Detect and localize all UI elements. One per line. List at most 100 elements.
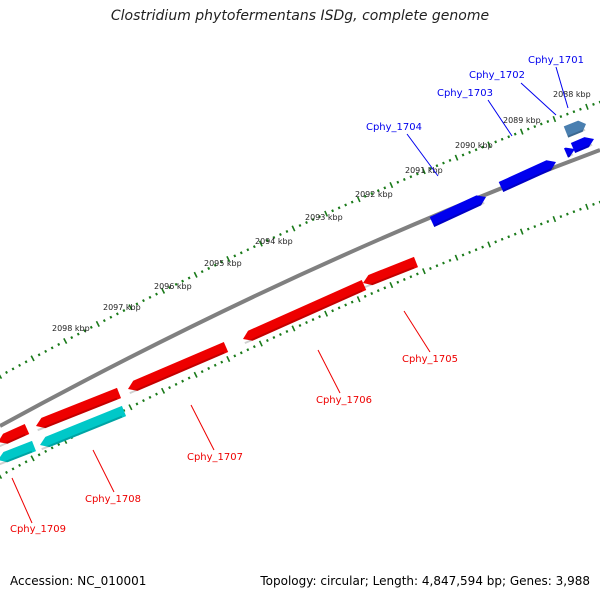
outer-ring-minor-tick xyxy=(5,370,8,374)
outer-ring-minor-tick xyxy=(311,218,315,222)
outer-ring-minor-tick xyxy=(396,180,400,184)
inner-ring-major-tick xyxy=(487,241,491,248)
inner-ring-minor-tick xyxy=(546,220,550,224)
leader-line-cphy-1708 xyxy=(92,449,115,493)
outer-ring-major-tick xyxy=(0,374,3,380)
outer-ring-minor-tick xyxy=(539,122,543,126)
ruler-label: 2094 kbp xyxy=(255,237,293,246)
inner-ring-minor-tick xyxy=(142,399,145,403)
outer-ring-minor-tick xyxy=(285,229,289,233)
outer-ring-minor-tick xyxy=(566,112,569,116)
inner-ring-minor-tick xyxy=(311,318,315,322)
outer-ring-minor-tick xyxy=(272,236,276,240)
inner-ring-minor-tick xyxy=(11,467,15,471)
outer-ring-major-tick xyxy=(356,196,361,203)
outer-ring-minor-tick xyxy=(200,270,204,274)
outer-ring-minor-tick xyxy=(481,145,484,149)
inner-ring-minor-tick xyxy=(370,292,374,296)
inner-ring-minor-tick xyxy=(233,354,237,358)
genome-backbone xyxy=(0,148,600,428)
inner-ring-minor-tick xyxy=(265,339,269,343)
outer-ring-minor-tick xyxy=(83,329,87,333)
inner-ring-minor-tick xyxy=(344,303,348,307)
outer-ring-minor-tick xyxy=(448,158,452,162)
gene-label-cphy-1706: Cphy_1706 xyxy=(316,395,372,406)
outer-ring-minor-tick xyxy=(279,232,282,237)
outer-ring-minor-tick xyxy=(187,276,191,280)
inner-ring-major-tick xyxy=(291,325,296,332)
outer-ring-minor-tick xyxy=(376,189,380,193)
ruler-label: 2090 kbp xyxy=(455,141,493,150)
outer-ring-minor-tick xyxy=(500,137,504,141)
leader-line-cphy-1707 xyxy=(190,404,215,451)
outer-ring-minor-tick xyxy=(298,223,302,228)
inner-ring-major-tick xyxy=(30,455,35,462)
inner-ring-minor-tick xyxy=(376,289,380,293)
inner-ring-minor-tick xyxy=(18,463,22,467)
gene-cphy-1705 xyxy=(363,256,419,289)
leader-line-cphy-1702 xyxy=(520,82,557,116)
inner-ring-minor-tick xyxy=(272,336,276,340)
inner-ring-minor-tick xyxy=(168,386,171,390)
inner-ring-minor-tick xyxy=(174,382,178,386)
ruler-label: 2092 kbp xyxy=(355,190,393,199)
outer-ring-minor-tick xyxy=(579,107,582,111)
inner-ring-minor-tick xyxy=(533,225,537,229)
inner-ring-major-tick xyxy=(128,404,133,411)
outer-ring-minor-tick xyxy=(11,367,15,371)
outer-ring-minor-tick xyxy=(155,292,158,296)
outer-ring-minor-tick xyxy=(76,332,80,336)
outer-ring-minor-tick xyxy=(102,319,106,323)
inner-ring-minor-tick xyxy=(474,248,478,252)
inner-ring-minor-tick xyxy=(187,376,191,380)
inner-ring-major-tick xyxy=(422,268,426,275)
inner-ring-minor-tick xyxy=(5,470,8,474)
inner-ring-minor-tick xyxy=(44,449,48,453)
outer-ring-minor-tick xyxy=(526,127,530,131)
gene-cphy-1703 xyxy=(498,160,557,193)
gene-label-cphy-1703: Cphy_1703 xyxy=(437,88,493,99)
outer-ring-minor-tick xyxy=(461,153,465,157)
outer-ring-major-tick xyxy=(291,225,296,232)
outer-ring-minor-tick xyxy=(468,150,471,154)
inner-ring-minor-tick xyxy=(494,240,498,244)
leader-line-cphy-1703 xyxy=(487,99,513,137)
inner-ring-minor-tick xyxy=(122,409,126,413)
ruler-label: 2093 kbp xyxy=(305,213,343,222)
outer-ring-minor-tick xyxy=(89,325,93,329)
inner-ring-minor-tick xyxy=(409,275,413,279)
gene-cphy-1701 xyxy=(570,137,594,154)
inner-ring-minor-tick xyxy=(435,264,439,268)
inner-ring-minor-tick xyxy=(239,351,243,355)
inner-ring-minor-tick xyxy=(448,258,452,262)
inner-ring-minor-tick xyxy=(50,446,54,450)
leader-line-cphy-1705 xyxy=(403,310,431,353)
inner-ring-minor-tick xyxy=(331,309,335,313)
inner-ring-minor-tick xyxy=(383,286,387,290)
inner-ring-minor-tick xyxy=(252,345,256,349)
inner-ring-minor-tick xyxy=(24,460,28,464)
outer-ring-minor-tick xyxy=(363,194,367,198)
outer-ring-minor-tick xyxy=(429,166,432,170)
outer-ring-minor-tick xyxy=(174,282,178,286)
outer-ring-minor-tick xyxy=(409,175,413,179)
inner-ring-major-tick xyxy=(0,474,3,480)
outer-ring-minor-tick xyxy=(220,260,224,264)
inner-ring-minor-tick xyxy=(285,329,289,333)
gene-cphy-1708 xyxy=(40,405,127,451)
outer-ring-minor-tick xyxy=(233,254,237,258)
outer-ring-minor-tick xyxy=(207,266,211,270)
gene-label-cphy-1704: Cphy_1704 xyxy=(366,122,422,133)
outer-ring-minor-tick xyxy=(350,200,354,204)
outer-ring-major-tick xyxy=(487,141,491,148)
ruler-labels: 2088 kbp 2089 kbp 2090 kbp 2091 kbp 2092 kbp… xyxy=(52,90,591,333)
leader-line-cphy-1709 xyxy=(11,477,33,524)
outer-ring-minor-tick xyxy=(572,110,576,114)
outer-ring-major-tick xyxy=(389,181,394,189)
inner-ring-minor-tick xyxy=(155,392,158,396)
outer-ring-minor-tick xyxy=(265,239,269,243)
outer-ring-minor-tick xyxy=(109,315,113,319)
genome-summary-label: Topology: circular; Length: 4,847,594 bp… xyxy=(260,574,590,588)
outer-ring-minor-tick xyxy=(592,102,595,106)
